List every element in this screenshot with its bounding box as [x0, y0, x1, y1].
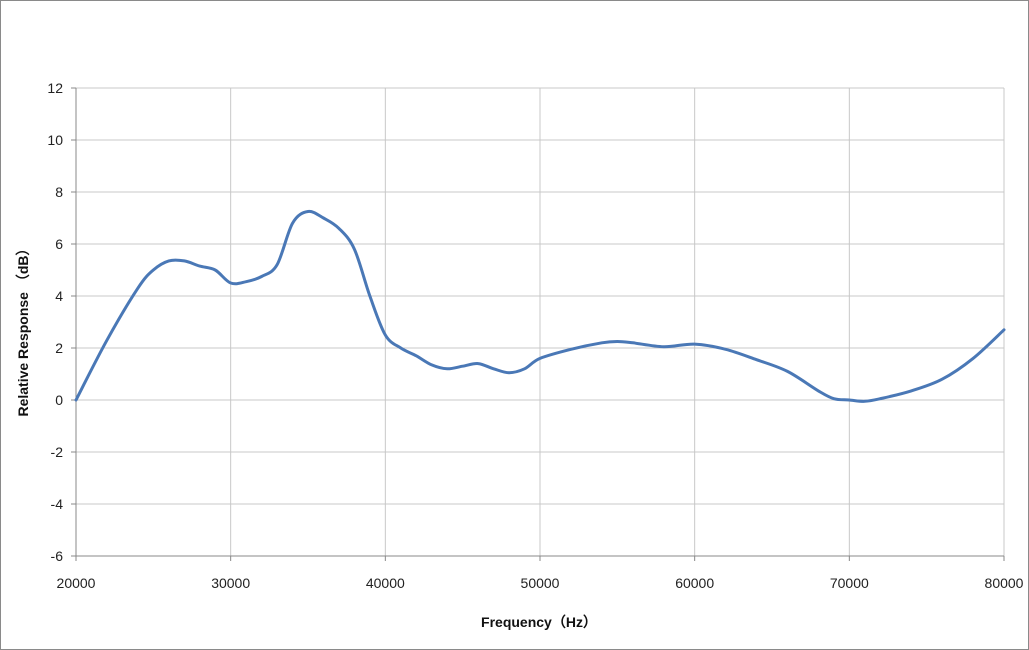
series-line-0	[74, 209, 1006, 403]
x-tick-label: 80000	[985, 575, 1024, 591]
y-tick-label: -6	[51, 548, 64, 564]
y-tick-labels: 12 10 8 6 4 2 0 -2 -4 -6	[47, 80, 63, 564]
x-tick-label: 50000	[521, 575, 560, 591]
axes	[71, 87, 1005, 561]
y-tick-label: 6	[55, 236, 63, 252]
series-layer	[74, 209, 1006, 403]
gridlines	[75, 87, 1005, 557]
y-axis-title: Relative Response （dB）	[15, 241, 31, 416]
x-tick-label: 40000	[366, 575, 405, 591]
y-tick-label: 2	[55, 340, 63, 356]
x-tick-label: 60000	[675, 575, 714, 591]
x-tick-labels: 20000 30000 40000 50000 60000 70000 80000	[57, 575, 1024, 591]
x-axis-title: Frequency（Hz）	[481, 614, 597, 630]
x-tick-label: 20000	[57, 575, 96, 591]
y-tick-label: 12	[47, 80, 63, 96]
y-tick-label: 0	[55, 392, 63, 408]
y-tick-label: -2	[51, 444, 64, 460]
x-tick-label: 70000	[830, 575, 869, 591]
y-tick-label: 8	[55, 184, 63, 200]
y-tick-label: 4	[55, 288, 63, 304]
y-tick-label: 10	[47, 132, 63, 148]
y-tick-label: -4	[51, 496, 64, 512]
x-tick-label: 30000	[211, 575, 250, 591]
